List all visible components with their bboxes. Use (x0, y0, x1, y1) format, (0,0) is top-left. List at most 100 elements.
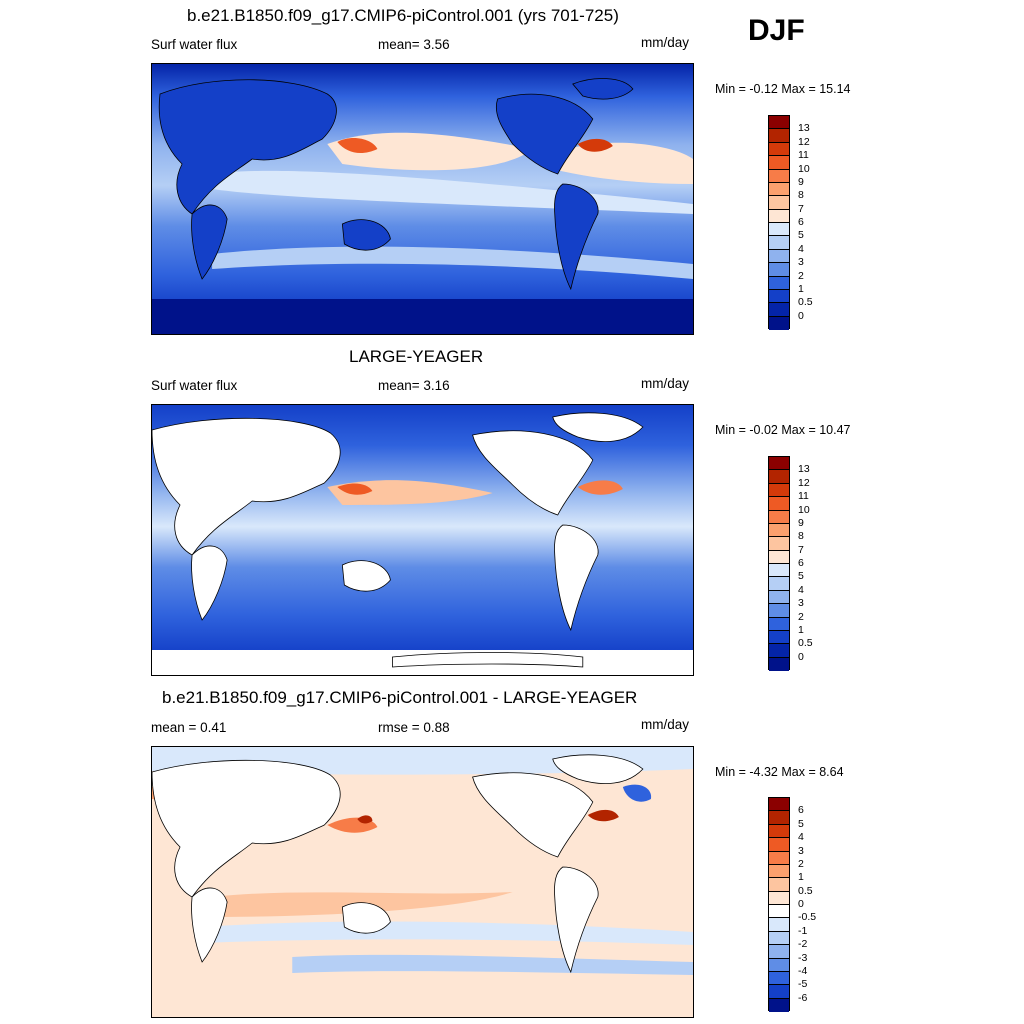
panel-3-colorbar (768, 797, 790, 1012)
colorbar-tick-label: 1 (798, 282, 804, 295)
colorbar-cell (769, 169, 789, 183)
colorbar-cell (769, 985, 789, 999)
panel-3-map (151, 746, 694, 1018)
colorbar-tick-label: 9 (798, 516, 804, 529)
colorbar-tick-label: 2 (798, 857, 804, 870)
colorbar-cell (769, 116, 789, 130)
colorbar-tick-label: 13 (798, 463, 810, 476)
colorbar-cell (769, 470, 789, 484)
colorbar-cell (769, 878, 789, 892)
colorbar-tick-label: -5 (798, 978, 808, 991)
panel-1-mean-label: mean= 3.56 (378, 37, 450, 52)
panel-3-rmse-label: rmse = 0.88 (378, 720, 450, 735)
colorbar-tick-label: 11 (798, 149, 809, 162)
colorbar-cell (769, 577, 789, 591)
panel-2-colorbar (768, 456, 790, 671)
colorbar-tick-label: 3 (798, 256, 804, 269)
colorbar-tick-label: 3 (798, 844, 804, 857)
colorbar-tick-label: 0.5 (798, 884, 813, 897)
colorbar-tick-label: 10 (798, 503, 810, 516)
panel-2-units-label: mm/day (641, 376, 690, 391)
colorbar-cell (769, 236, 789, 250)
colorbar-tick-label: 2 (798, 610, 804, 623)
colorbar-cell (769, 851, 789, 865)
colorbar-cell (769, 811, 789, 825)
colorbar-cell (769, 630, 789, 645)
colorbar-tick-label: 4 (798, 242, 804, 255)
colorbar-tick-label: -6 (798, 991, 808, 1004)
panel-2-title: LARGE-YEAGER (349, 347, 484, 366)
colorbar-cell (769, 510, 789, 524)
panel-2-map (151, 404, 694, 676)
colorbar-tick-label: 0 (798, 898, 804, 910)
panel-1-colorbar (768, 115, 790, 330)
colorbar-cell (769, 564, 789, 578)
panel-2-variable-label: Surf water flux (151, 378, 238, 393)
colorbar-cell (769, 209, 789, 223)
colorbar-cell (769, 263, 789, 277)
panel-1-map (151, 63, 694, 335)
colorbar-tick-label: 0.5 (798, 296, 813, 309)
colorbar-cell (769, 523, 789, 538)
colorbar-tick-label: 11 (798, 490, 809, 503)
colorbar-tick-label: 5 (798, 229, 804, 242)
colorbar-tick-label: 0 (798, 650, 804, 663)
panel-2-mean-label: mean= 3.16 (378, 378, 450, 393)
colorbar-cell (769, 644, 789, 658)
colorbar-tick-label: 4 (798, 831, 804, 844)
colorbar-tick-label: 8 (798, 530, 804, 543)
colorbar-tick-label: 7 (798, 202, 804, 215)
colorbar-cell (769, 945, 789, 959)
colorbar-cell (769, 590, 789, 605)
colorbar-tick-label: 6 (798, 804, 804, 817)
colorbar-cell (769, 182, 789, 197)
panel-1-variable-label: Surf water flux (151, 37, 238, 52)
colorbar-cell (769, 537, 789, 551)
colorbar-tick-label: 13 (798, 122, 810, 135)
colorbar-cell (769, 918, 789, 932)
colorbar-cell (769, 457, 789, 471)
colorbar-cell (769, 958, 789, 972)
panel-1-minmax: Min = -0.12 Max = 15.14 (715, 82, 851, 96)
season-label: DJF (748, 14, 805, 47)
colorbar-cell (769, 316, 789, 330)
panel-2-minmax: Min = -0.02 Max = 10.47 (715, 423, 851, 437)
colorbar-tick-label: 3 (798, 597, 804, 610)
colorbar-tick-label: 8 (798, 189, 804, 202)
panel-1-title: b.e21.B1850.f09_g17.CMIP6-piControl.001 … (187, 6, 619, 25)
panel-3-minmax: Min = -4.32 Max = 8.64 (715, 765, 844, 779)
colorbar-cell (769, 289, 789, 304)
colorbar-cell (769, 249, 789, 264)
colorbar-cell (769, 129, 789, 143)
colorbar-cell (769, 905, 789, 919)
colorbar-cell (769, 998, 789, 1012)
colorbar-cell (769, 142, 789, 157)
colorbar-cell (769, 798, 789, 812)
colorbar-tick-label: 10 (798, 162, 810, 175)
colorbar-tick-label: -2 (798, 938, 808, 951)
colorbar-cell (769, 824, 789, 839)
panel-3-title: b.e21.B1850.f09_g17.CMIP6-piControl.001 … (162, 688, 638, 707)
colorbar-tick-label: -0.5 (798, 911, 817, 924)
colorbar-tick-label: 5 (798, 817, 804, 830)
colorbar-tick-label: -1 (798, 924, 808, 937)
panel-3-mean-label: mean = 0.41 (151, 720, 227, 735)
colorbar-cell (769, 276, 789, 290)
colorbar-tick-label: -4 (798, 964, 808, 977)
colorbar-tick-label: 6 (798, 557, 804, 569)
colorbar-cell (769, 864, 789, 879)
colorbar-tick-label: 5 (798, 570, 804, 583)
colorbar-cell (769, 604, 789, 618)
colorbar-cell (769, 971, 789, 986)
colorbar-tick-label: -3 (798, 951, 808, 964)
colorbar-cell (769, 497, 789, 511)
panel-3-units-label: mm/day (641, 717, 690, 732)
colorbar-tick-label: 7 (798, 543, 804, 556)
colorbar-cell (769, 617, 789, 631)
colorbar-tick-label: 12 (798, 476, 810, 489)
colorbar-cell (769, 891, 789, 905)
colorbar-tick-label: 6 (798, 216, 804, 228)
colorbar-cell (769, 550, 789, 564)
colorbar-tick-label: 1 (798, 623, 804, 636)
colorbar-tick-label: 0.5 (798, 637, 813, 650)
